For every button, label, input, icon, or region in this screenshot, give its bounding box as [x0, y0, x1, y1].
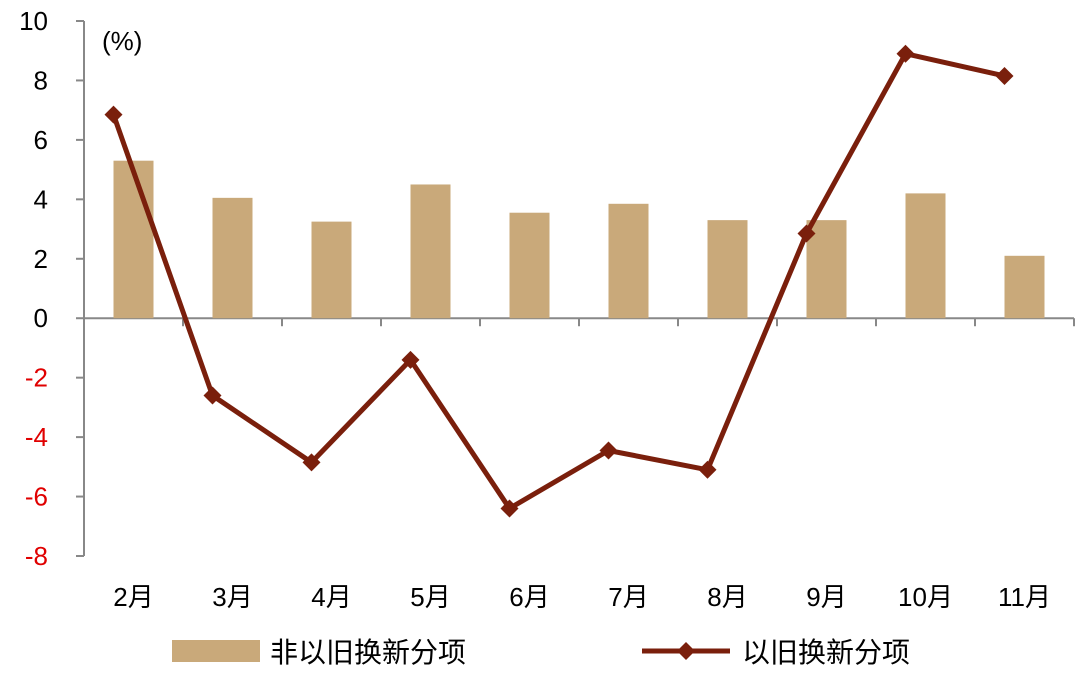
legend-bar-swatch: [172, 640, 260, 662]
x-tick-label: 11月: [998, 582, 1051, 612]
line-point: [500, 499, 519, 518]
y-tick-label: 6: [34, 125, 48, 155]
bar: [212, 197, 253, 319]
legend: 非以旧换新分项 以旧换新分项: [172, 637, 910, 668]
y-tick-label: -4: [25, 422, 48, 452]
y-tick-label: -6: [25, 482, 48, 512]
bar: [113, 160, 154, 319]
line-point: [896, 44, 915, 63]
bar: [905, 193, 946, 319]
line-point: [302, 453, 321, 472]
x-tick-label: 10月: [898, 582, 953, 612]
line-series: [104, 44, 1014, 518]
x-tick-label: 2月: [113, 582, 153, 612]
line-point: [995, 66, 1014, 85]
unit-label: (%): [102, 26, 142, 56]
legend-bar-label: 非以旧换新分项: [270, 637, 466, 668]
series-line: [111, 51, 1006, 511]
bar: [1004, 255, 1045, 319]
y-tick-label: 4: [34, 184, 48, 214]
line-point: [698, 460, 717, 479]
bar-series: [113, 160, 1045, 319]
y-tick-label: 0: [34, 303, 48, 333]
bar: [707, 220, 748, 319]
x-tick-label: 6月: [509, 582, 549, 612]
y-tick-label: -2: [25, 363, 48, 393]
line-point: [203, 386, 222, 405]
x-tick-label: 3月: [212, 582, 252, 612]
line-point: [104, 105, 123, 124]
y-tick-label: 10: [19, 6, 48, 36]
y-tick-label: 2: [34, 244, 48, 274]
bar: [410, 184, 451, 319]
x-tick-labels: 2月 3月 4月 5月 6月 7月 8月 9月 10月 11月: [113, 582, 1051, 612]
bar: [608, 203, 649, 319]
y-tick-label: 8: [34, 65, 48, 95]
y-tick-label: -8: [25, 541, 48, 571]
line-point: [797, 224, 816, 243]
line-point: [599, 441, 618, 460]
x-tick-label: 4月: [311, 582, 351, 612]
x-tick-label: 9月: [806, 582, 846, 612]
x-tick-label: 8月: [707, 582, 747, 612]
x-tick-label: 7月: [608, 582, 648, 612]
line-point: [401, 350, 420, 369]
x-tick-label: 5月: [410, 582, 450, 612]
legend-line-label: 以旧换新分项: [742, 637, 910, 668]
bar: [311, 221, 352, 319]
bar: [806, 220, 847, 319]
y-tick-labels: 10 8 6 4 2 0 -2 -4 -6 -8: [19, 6, 48, 571]
legend-line-marker: [677, 642, 695, 660]
bar: [509, 212, 550, 319]
